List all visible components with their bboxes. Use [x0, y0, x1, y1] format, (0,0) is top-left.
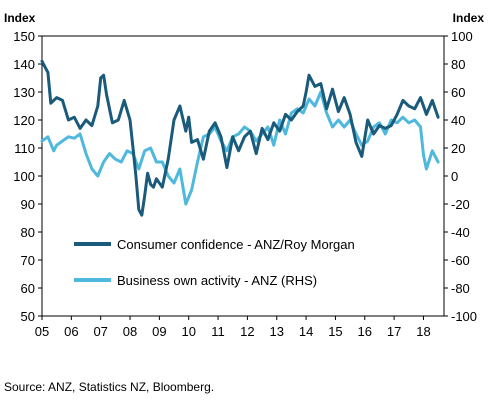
x-tick-label: 17: [387, 324, 401, 339]
x-tick-label: 18: [416, 324, 430, 339]
x-tick-label: 06: [64, 324, 78, 339]
consumer-confidence-line: [40, 59, 440, 217]
left-axis: 150 140 130 120 110 100 90 80 70 60 50: [13, 29, 42, 324]
right-tick-label: -80: [451, 281, 470, 296]
x-tick-label: 12: [240, 324, 254, 339]
left-tick-label: 110: [14, 141, 35, 156]
right-tick-label: -20: [451, 197, 470, 212]
x-tick-label: 15: [328, 324, 342, 339]
right-tick-label: 60: [451, 85, 465, 100]
left-tick-label: 150: [13, 29, 35, 44]
source-note: Source: ANZ, Statistics NZ, Bloomberg.: [4, 380, 215, 394]
x-tick-label: 11: [211, 324, 225, 339]
right-tick-label: 100: [451, 29, 473, 44]
left-tick-label: 100: [13, 169, 35, 184]
right-tick-label: 20: [451, 141, 465, 156]
x-axis: 05 06 07 08 09 10 11 12 13 14 15 16 17 18: [35, 316, 431, 339]
left-tick-label: 130: [13, 85, 35, 100]
x-tick-label: 16: [358, 324, 372, 339]
left-tick-label: 140: [13, 57, 35, 72]
legend-label-business: Business own activity - ANZ (RHS): [117, 273, 317, 288]
x-tick-label: 14: [299, 324, 313, 339]
x-tick-label: 10: [181, 324, 195, 339]
left-axis-title: Index: [4, 11, 36, 25]
right-tick-label: 80: [451, 57, 465, 72]
right-axis: 100 80 60 40 20 0 -20 -40 -60 -80 -100: [444, 29, 477, 324]
x-tick-label: 09: [152, 324, 166, 339]
left-tick-label: 120: [13, 113, 35, 128]
x-tick-label: 08: [123, 324, 137, 339]
right-tick-label: -60: [451, 253, 470, 268]
series-layer: [40, 59, 440, 217]
left-tick-label: 80: [21, 225, 35, 240]
x-tick-label: 13: [270, 324, 284, 339]
left-tick-label: 90: [21, 197, 35, 212]
right-tick-label: -40: [451, 225, 470, 240]
business-activity-line: [40, 90, 440, 206]
right-tick-label: 0: [451, 169, 458, 184]
legend: Consumer confidence - ANZ/Roy Morgan Bus…: [74, 237, 355, 288]
right-tick-label: 40: [451, 113, 465, 128]
left-tick-label: 60: [21, 281, 35, 296]
right-tick-label: -100: [451, 309, 477, 324]
legend-label-consumer: Consumer confidence - ANZ/Roy Morgan: [117, 237, 355, 252]
x-tick-label: 07: [93, 324, 107, 339]
left-tick-label: 50: [21, 309, 35, 324]
right-axis-title: Index: [453, 11, 485, 25]
x-tick-label: 05: [35, 324, 49, 339]
left-tick-label: 70: [21, 253, 35, 268]
